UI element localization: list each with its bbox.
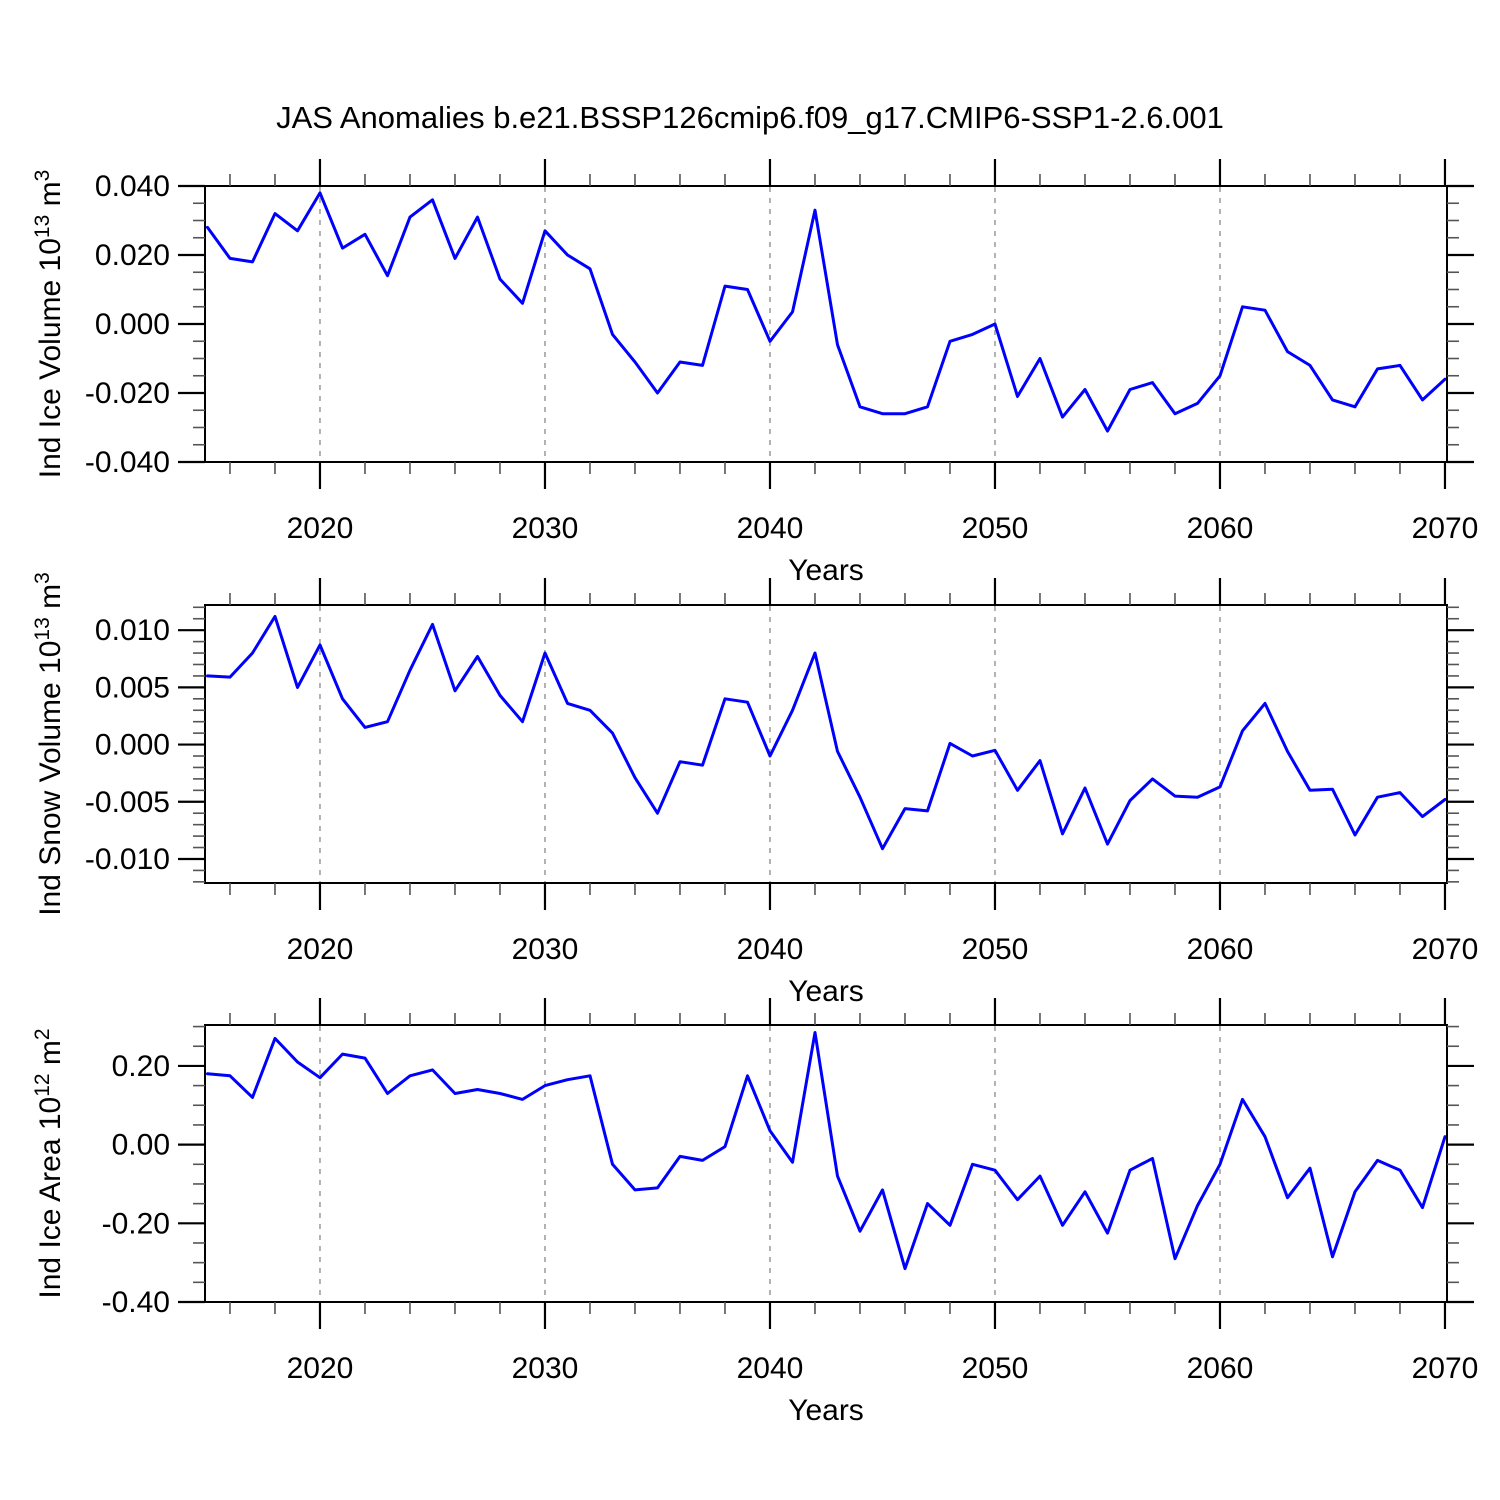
y-tick-label: 0.000 bbox=[95, 308, 170, 341]
x-tick-label: 2020 bbox=[287, 512, 354, 545]
x-tick-label: 2040 bbox=[737, 1352, 804, 1385]
x-tick-label: 2030 bbox=[512, 933, 579, 966]
x-tick-label: 2020 bbox=[287, 1352, 354, 1385]
x-tick-label: 2040 bbox=[737, 933, 804, 966]
y-tick-label: -0.40 bbox=[102, 1286, 170, 1319]
x-axis-title: Years bbox=[788, 1394, 864, 1427]
plot-frame bbox=[204, 1024, 1448, 1303]
y-tick-label: 0.00 bbox=[112, 1129, 170, 1162]
y-tick-label: 0.005 bbox=[95, 671, 170, 704]
plot-frame bbox=[204, 604, 1448, 884]
panel-3: 2020 2030 2040 2050 2060 2070 -0.40 -0.20 0.00 0.… bbox=[31, 998, 1478, 1427]
x-tick-label: 2020 bbox=[287, 933, 354, 966]
series-line bbox=[206, 614, 1447, 851]
x-tick-label: 2060 bbox=[1187, 512, 1254, 545]
y-tick-label: -0.005 bbox=[85, 786, 170, 819]
x-tick-label: 2030 bbox=[512, 512, 579, 545]
x-tick-label: 2060 bbox=[1187, 933, 1254, 966]
chart-title: JAS Anomalies b.e21.BSSP126cmip6.f09_g17… bbox=[276, 100, 1224, 135]
y-tick-label: -0.040 bbox=[85, 446, 170, 479]
x-tick-label: 2070 bbox=[1412, 933, 1479, 966]
x-tick-label: 2030 bbox=[512, 1352, 579, 1385]
panel-2: 2020 2030 2040 2050 2060 2070 -0.010 -0.005 0.00… bbox=[31, 572, 1478, 1008]
x-axis-title: Years bbox=[788, 554, 864, 587]
x-tick-label: 2050 bbox=[962, 512, 1029, 545]
series-line bbox=[206, 191, 1447, 433]
plot-frame bbox=[204, 185, 1448, 463]
panel-1: 2020 2030 2040 2050 2060 2070 -0.040 -0.020 0.00… bbox=[31, 159, 1478, 587]
y-tick-label: 0.20 bbox=[112, 1050, 170, 1083]
y-tick-label: 0.040 bbox=[95, 170, 170, 203]
y-axis-title: Ind Ice Volume 1013 m3 bbox=[31, 170, 67, 479]
x-axis-title: Years bbox=[788, 975, 864, 1008]
y-axis-title: Ind Snow Volume 1013 m3 bbox=[31, 572, 67, 916]
y-tick-label: 0.010 bbox=[95, 614, 170, 647]
y-tick-label: -0.010 bbox=[85, 843, 170, 876]
x-tick-label: 2070 bbox=[1412, 512, 1479, 545]
x-tick-label: 2070 bbox=[1412, 1352, 1479, 1385]
y-tick-label: -0.020 bbox=[85, 377, 170, 410]
x-tick-label: 2040 bbox=[737, 512, 804, 545]
y-tick-label: 0.020 bbox=[95, 239, 170, 272]
x-tick-label: 2060 bbox=[1187, 1352, 1254, 1385]
series-line bbox=[206, 1031, 1447, 1271]
x-tick-label: 2050 bbox=[962, 1352, 1029, 1385]
y-tick-label: -0.20 bbox=[102, 1207, 170, 1240]
y-axis-title: Ind Ice Area 1012 m2 bbox=[31, 1028, 67, 1298]
y-tick-label: 0.000 bbox=[95, 729, 170, 762]
x-tick-label: 2050 bbox=[962, 933, 1029, 966]
